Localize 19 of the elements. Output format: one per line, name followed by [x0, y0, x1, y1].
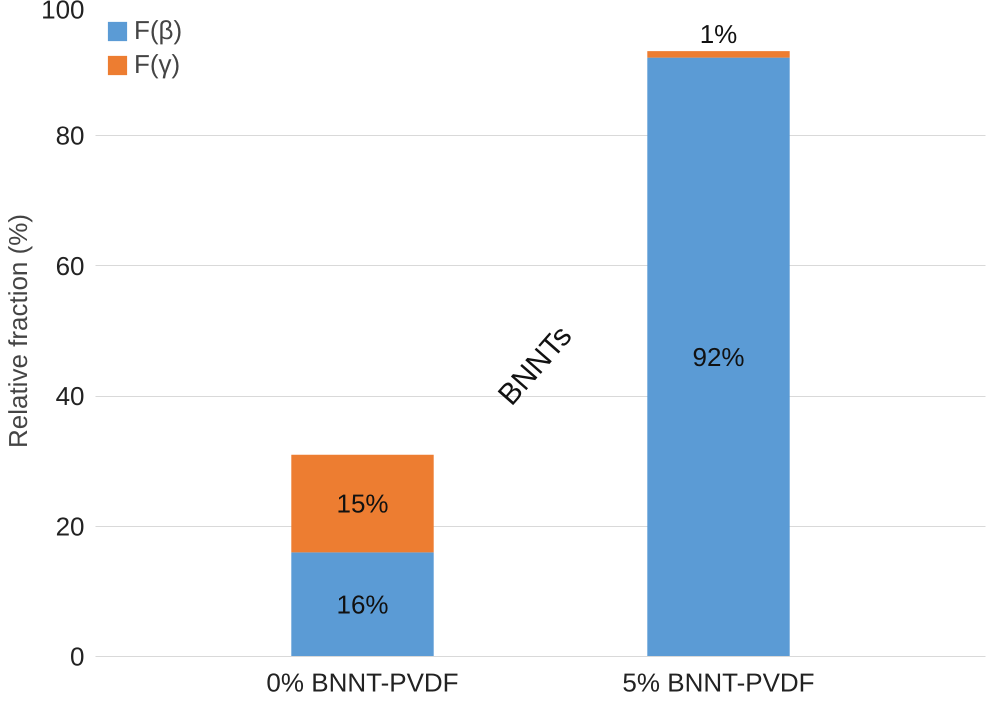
y-tick-label: 60	[56, 250, 84, 281]
y-tick-label: 80	[56, 120, 84, 151]
y-tick-label: 100	[41, 0, 85, 24]
bar	[647, 58, 790, 656]
y-tick-label: 0	[70, 642, 85, 672]
y-tick-label: 40	[56, 381, 84, 412]
y-axis-title: Relative fraction (%)	[3, 214, 34, 448]
legend-label: F(β)	[134, 15, 182, 46]
legend-label: F(γ)	[134, 49, 180, 80]
bar	[647, 51, 790, 58]
y-tick-label: 20	[56, 511, 84, 542]
data-label: 92%	[692, 342, 745, 372]
x-tick-label: 5% BNNT-PVDF	[622, 668, 815, 698]
data-label: 15%	[336, 488, 389, 519]
data-label: 16%	[336, 589, 389, 620]
data-label: 1%	[700, 19, 738, 50]
x-tick-label: 0% BNNT-PVDF	[266, 668, 459, 698]
bar	[291, 552, 434, 656]
bar	[291, 454, 434, 552]
